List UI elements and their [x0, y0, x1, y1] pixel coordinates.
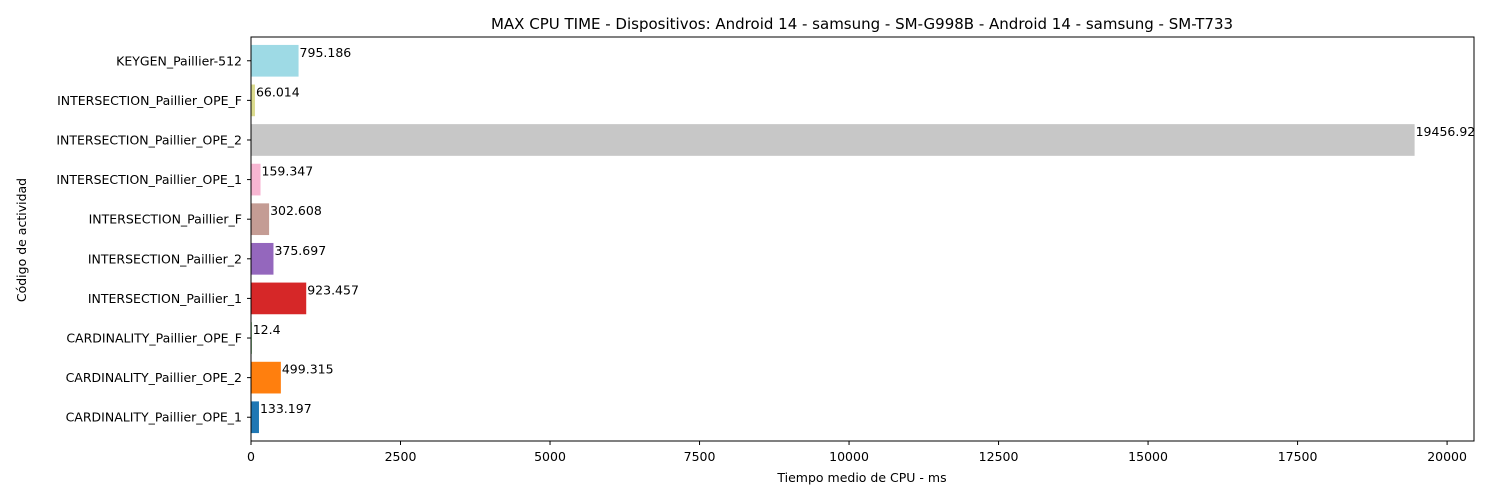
- y-tick-label: CARDINALITY_Paillier_OPE_1: [66, 410, 242, 425]
- x-tick-label: 0: [247, 449, 255, 464]
- bar-intersection-paillier-ope-1: [251, 163, 261, 196]
- bar-intersection-paillier-ope-2: [251, 124, 1415, 156]
- data-labels-layer: 133.197 499.315 12.4 923.457 375.697 302.608 1…: [253, 45, 1476, 416]
- x-axis-label: Tiempo medio de CPU - ms: [776, 470, 946, 485]
- bar-intersection-paillier-ope-f: [251, 84, 255, 117]
- y-tick-label: INTERSECTION_Paillier_1: [88, 291, 242, 306]
- y-tick-label: KEYGEN_Paillier-512: [116, 53, 242, 68]
- y-tick-label: INTERSECTION_Paillier_OPE_F: [57, 93, 242, 108]
- data-label-keygen-paillier-512: 795.186: [300, 45, 352, 60]
- chart-title: MAX CPU TIME - Dispositivos: Android 14 …: [491, 15, 1233, 33]
- data-label-intersection-paillier-2: 375.697: [274, 243, 326, 258]
- y-tick-label: INTERSECTION_Paillier_OPE_2: [56, 132, 242, 147]
- x-tick-label: 20000: [1427, 449, 1467, 464]
- data-label-intersection-paillier-f: 302.608: [270, 203, 322, 218]
- x-tick-label: 12500: [979, 449, 1019, 464]
- bar-intersection-paillier-f: [251, 203, 270, 236]
- x-tick-label: 7500: [684, 449, 716, 464]
- data-label-cardinality-paillier-ope-1: 133.197: [260, 401, 312, 416]
- x-tick-label: 15000: [1128, 449, 1168, 464]
- plot-frame: [250, 36, 1475, 442]
- data-label-intersection-paillier-ope-2: 19456.92: [1416, 124, 1476, 139]
- bar-intersection-paillier-1: [251, 282, 307, 315]
- data-label-intersection-paillier-ope-1: 159.347: [262, 164, 314, 179]
- y-axis-label: Código de actividad: [14, 178, 29, 302]
- data-label-intersection-paillier-1: 923.457: [307, 282, 359, 297]
- bar-intersection-paillier-2: [251, 242, 274, 275]
- data-label-cardinality-paillier-ope-f: 12.4: [253, 322, 281, 337]
- x-tick-label: 2500: [385, 449, 417, 464]
- y-tick-label: INTERSECTION_Paillier_OPE_1: [56, 172, 242, 187]
- y-tick-label: INTERSECTION_Paillier_F: [89, 212, 242, 227]
- y-tick-label: CARDINALITY_Paillier_OPE_2: [66, 370, 242, 385]
- bar-cardinality-paillier-ope-2: [251, 361, 281, 394]
- data-label-cardinality-paillier-ope-2: 499.315: [282, 362, 334, 377]
- x-tick-label: 17500: [1278, 449, 1318, 464]
- y-tick-label: CARDINALITY_Paillier_OPE_F: [66, 331, 242, 346]
- bars-layer: [251, 44, 1415, 434]
- x-tick-label: 5000: [534, 449, 566, 464]
- y-tick-label: INTERSECTION_Paillier_2: [88, 251, 242, 266]
- x-tick-label: 10000: [829, 449, 869, 464]
- ticks-layer: CARDINALITY_Paillier_OPE_1 CARDINALITY_Pa…: [56, 53, 1467, 464]
- bar-keygen-paillier-512: [251, 44, 299, 77]
- bar-cardinality-paillier-ope-1: [251, 401, 259, 434]
- data-label-intersection-paillier-ope-f: 66.014: [256, 84, 300, 99]
